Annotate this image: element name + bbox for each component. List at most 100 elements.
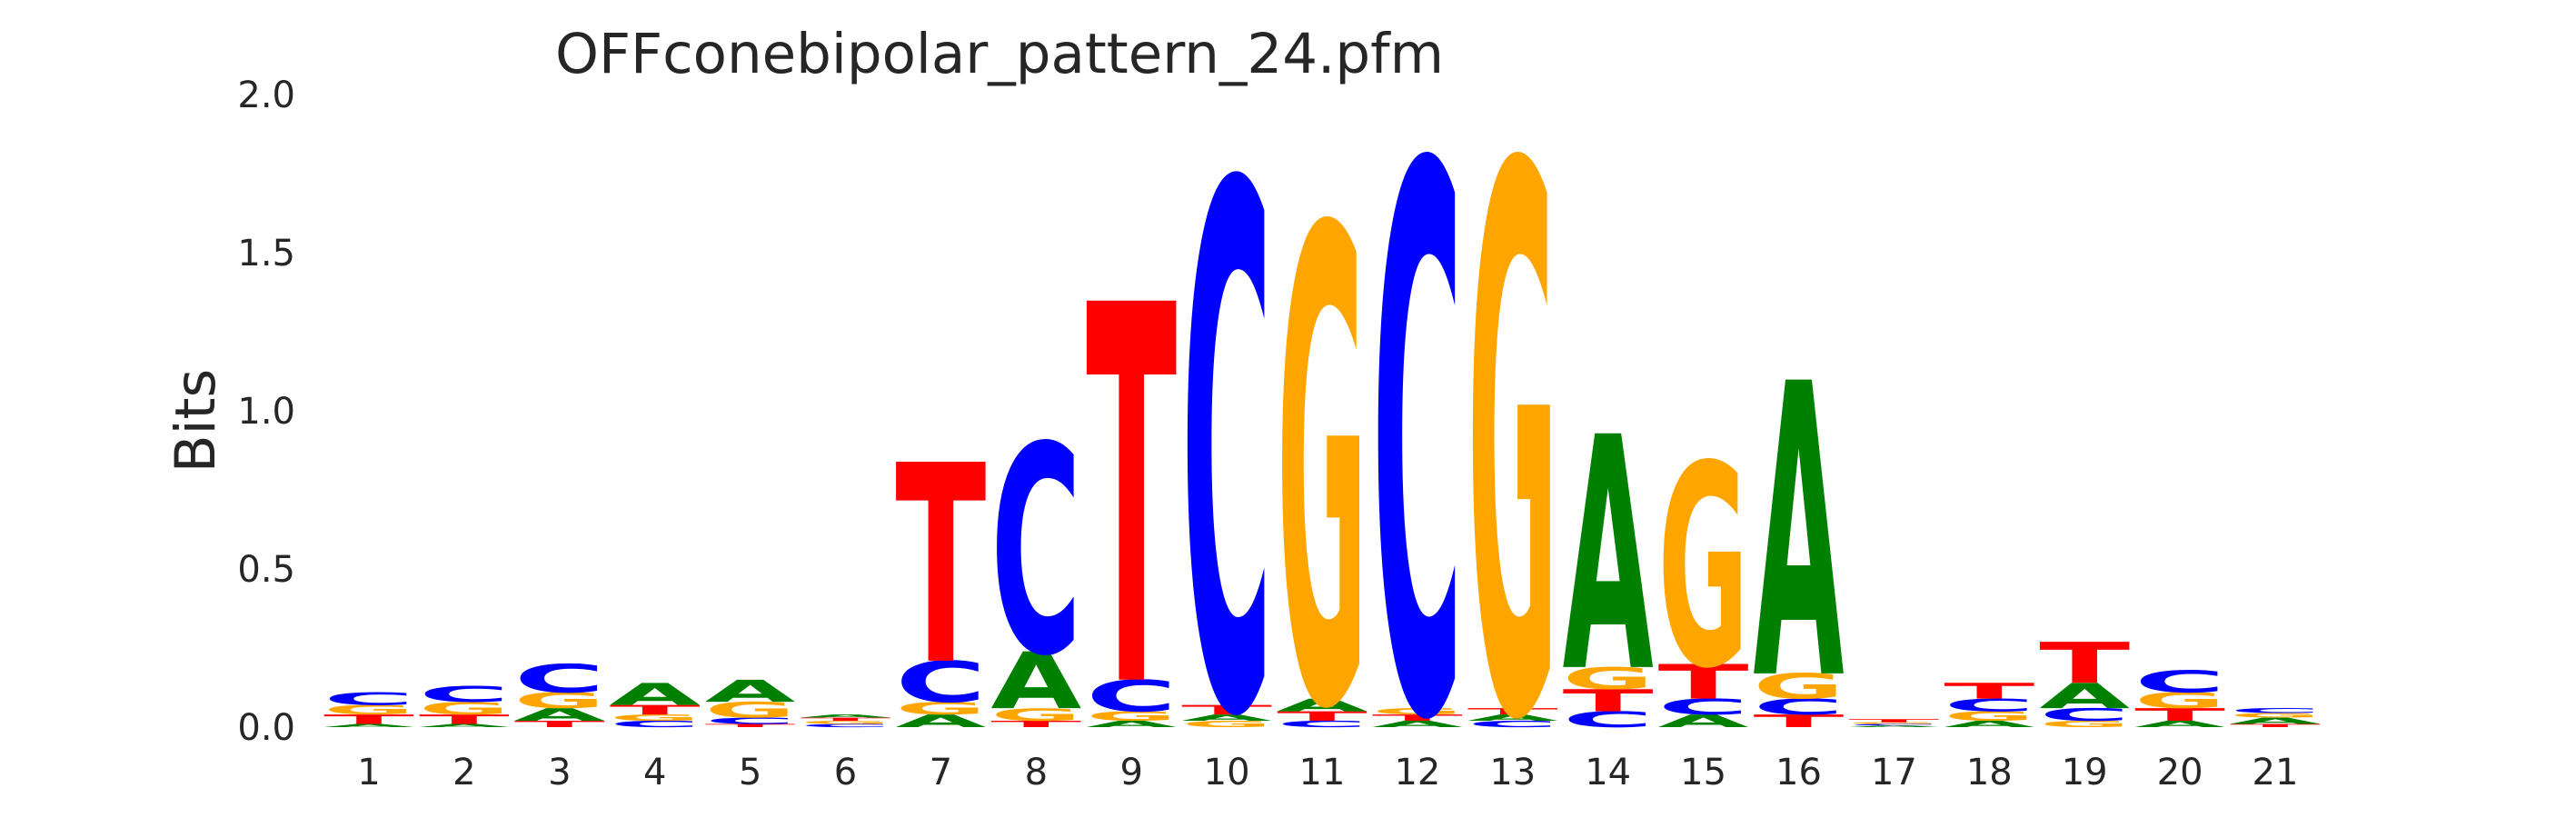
logo-letter-A: A [1277,695,1368,715]
logo-letter-T: T [1372,713,1463,723]
x-tick-label: 11 [1299,752,1346,793]
logo-letter-T: T [1563,683,1654,719]
logo-letter-T: T [990,719,1081,729]
x-tick-label: 8 [1025,752,1048,793]
y-tick-label: 1.0 [237,391,295,433]
logo-letter-A: A [1181,713,1272,723]
logo-letter-G: G [801,720,891,725]
y-axis-label: Bits [164,369,228,474]
logo-letter-G: G [1848,722,1939,724]
logo-letter-G: G [1372,706,1463,716]
logo-letter-T: T [1277,709,1368,724]
logo-letter-C: C [1848,723,1939,726]
y-tick-label: 0.5 [237,549,295,591]
logo-letter-T: T [1181,703,1272,718]
logo-letter-C: C [1181,37,1272,818]
logo-letter-T: T [1848,718,1939,723]
x-tick-label: 13 [1489,752,1536,793]
logo-letter-G: G [990,704,1081,724]
logo-letter-A: A [2230,716,2321,726]
logo-letter-T: T [705,723,796,729]
logo-letter-A: A [323,723,414,729]
logo-letter-C: C [1754,694,1845,720]
logo-letter-C: C [1467,719,1558,729]
logo-letter-A: A [610,677,701,713]
logo-letter-C: C [610,719,701,729]
logo-letter-C: C [1563,707,1654,733]
logo-letter-A: A [1754,301,1845,770]
x-tick-label: 6 [834,752,857,793]
logo-letter-G: G [1086,709,1177,723]
logo-letter-G: G [1658,406,1749,730]
logo-letter-T: T [1944,679,2035,704]
logo-letter-G: G [1944,709,2034,723]
logo-letter-T: T [2134,704,2225,724]
logo-letter-A: A [514,704,605,724]
logo-letter-A: A [801,713,891,719]
logo-letter-C: C [2039,704,2130,724]
x-tick-label: 19 [2062,752,2108,793]
logo-letter-A: A [1563,369,1655,743]
logo-letter-C: C [895,650,986,715]
logo-letter-A: A [1658,711,1749,731]
logo-letter-G: G [419,698,510,718]
logo-letter-T: T [514,719,605,729]
logo-letter-T: T [1467,706,1558,716]
logo-letter-G: G [514,688,605,713]
logo-letter-A: A [419,723,510,729]
logo-letter-A: A [895,711,986,731]
y-axis-ticks: 0.0 0.5 1.0 1.5 2.0 [237,75,295,749]
x-tick-label: 2 [453,752,475,793]
logo-letter-T: T [1086,198,1178,803]
logo-letter-T: T [801,717,891,723]
x-tick-label: 9 [1119,752,1142,793]
logo-letter-C: C [2134,664,2225,700]
y-tick-label: 1.5 [237,233,295,274]
logo-letter-T: T [1754,711,1845,731]
y-tick-label: 2.0 [237,75,295,116]
x-tick-label: 10 [1204,752,1250,793]
x-tick-label: 15 [1680,752,1726,793]
x-tick-label: 18 [1966,752,2013,793]
x-tick-label: 4 [643,752,666,793]
x-tick-label: 1 [357,752,380,793]
x-axis-ticks: 1 2 3 4 5 6 7 8 9 10 11 12 13 14 15 16 17 18 19 20 21 [357,752,2298,793]
logo-letter-A: A [1467,713,1558,723]
logo-letter-A: A [1944,719,2034,729]
logo-letter-G: G [1277,95,1368,818]
logo-letter-C: C [323,689,414,709]
logo-letter-T: T [2039,631,2130,696]
logo-letter-C: C [990,387,1081,720]
x-tick-label: 7 [930,752,952,793]
logo-letter-C: C [1277,719,1368,729]
logo-letter-C: C [1372,13,1463,818]
logo-letter-T: T [419,712,510,727]
logo-letter-A: A [1372,719,1463,729]
logo-letter-C: C [705,716,796,726]
logo-letter-T: T [610,703,701,718]
logo-letter-T: T [2230,723,2321,729]
logo-letter-G: G [2134,688,2225,713]
logo-letter-G: G [1754,667,1845,707]
logo-letter-A: A [2134,719,2225,729]
x-tick-label: 17 [1871,752,1917,793]
logo-letter-A: A [990,635,1081,726]
x-tick-label: 5 [739,752,761,793]
logo-letter-C: C [514,656,605,702]
logo-letter-C: C [2230,707,2321,714]
logo-letter-G: G [2039,719,2130,729]
x-tick-label: 3 [548,752,571,793]
logo-letter-G: G [1563,662,1654,697]
logo-letter-G: G [323,703,414,717]
x-tick-label: 20 [2157,752,2203,793]
logo-letter-G: G [610,713,701,723]
logo-letter-G: G [2230,712,2321,719]
x-tick-label: 21 [2253,752,2299,793]
y-tick-label: 0.0 [237,707,295,749]
logo-letter-A: A [705,673,796,709]
logo-letter-C: C [1086,672,1177,723]
logo-letter-T: T [323,712,414,727]
logo-letter-T: T [895,408,986,725]
